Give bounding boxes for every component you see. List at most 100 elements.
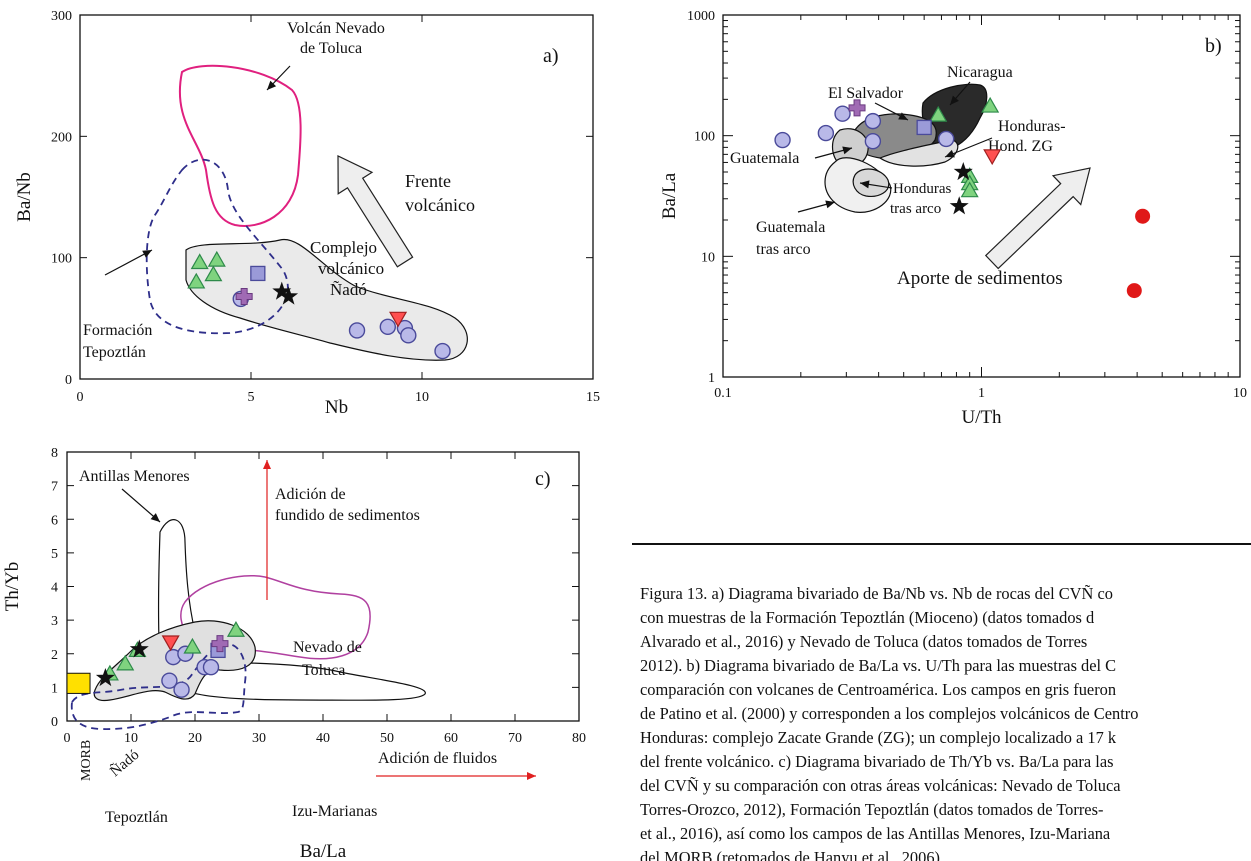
arrow-honduras-tras-head: [860, 180, 870, 189]
data-point-inverted-triangle: [983, 149, 1002, 166]
data-point-triangle: [187, 272, 206, 289]
x-tick-label: 0.1: [714, 386, 732, 401]
data-point-triangle: [960, 181, 979, 198]
annotation-tepoztlan: Formación: [83, 322, 152, 339]
data-point-circle: [202, 658, 220, 676]
data-point-circle: [348, 322, 366, 339]
data-point-star: [272, 281, 292, 300]
data-point-star: [95, 668, 115, 687]
y-tick-label: 200: [51, 130, 72, 145]
annotation-guatemala-tras: tras arco: [756, 241, 811, 258]
y-axis-label: Th/Yb: [2, 562, 23, 612]
x-axis-label: Ba/La: [300, 841, 347, 861]
caption-line: de Patino et al. (2000) y corresponden a…: [640, 704, 1139, 723]
field-morb: [66, 672, 91, 694]
arrow-frente-volcanico: [337, 155, 414, 268]
data-point-triangle: [190, 253, 209, 270]
arrow-aporte-sedimentos: [984, 167, 1091, 270]
x-axis-label: U/Th: [961, 407, 1002, 428]
y-tick-label: 10: [701, 250, 715, 265]
data-point-triangle: [207, 250, 226, 267]
annotation-honduras-tras: tras arco: [890, 201, 941, 217]
annotation-toluca: Nevado de: [293, 639, 362, 656]
caption-line: del MORB (retomados de Hanyu et al., 200…: [640, 848, 945, 861]
data-point-triangle: [929, 105, 948, 122]
y-tick-label: 0: [65, 373, 72, 388]
panel-b: 0.1 1 10 1 10 100 1000 U/Th Ba/La b) Nicaragua El S…: [630, 0, 1251, 430]
annotation-antillas: Antillas Menores: [79, 468, 190, 485]
caption-line: et al., 2016), así como los campos de la…: [640, 824, 1111, 843]
data-point-triangle: [116, 654, 135, 671]
data-point-plus: [848, 99, 866, 117]
annotation-honduras-tras: Honduras: [893, 181, 951, 197]
y-tick-label: 100: [694, 130, 715, 145]
data-point-star: [279, 286, 299, 305]
arrow-honduras-head: [945, 149, 955, 158]
caption-line: Torres-Orozco, 2012), Formación Tepoztlá…: [640, 800, 1104, 819]
data-point-inverted-triangle: [161, 635, 180, 652]
data-point-circle: [937, 130, 955, 148]
annotation-adicion-sed: fundido de sedimentos: [275, 507, 420, 524]
y-tick-label: 6: [51, 513, 58, 528]
data-point-triangle: [183, 637, 202, 654]
x-tick-label: 10: [1233, 386, 1247, 401]
data-point-triangle: [226, 621, 245, 637]
panel-label: b): [1205, 35, 1222, 57]
x-tick-label: 10: [415, 390, 429, 405]
x-tick-label: 1: [978, 386, 985, 401]
annotation-fluidos: Adición de fluidos: [378, 750, 497, 767]
x-tick-label: 0: [77, 390, 84, 405]
data-point-star: [949, 196, 969, 215]
field-complejo-nado: [185, 238, 468, 361]
data-point-circle: [817, 124, 835, 142]
caption-line: Alvarado et al., 2016) y Nevado de Toluc…: [640, 632, 1088, 651]
arrow-guatemala-head: [842, 146, 852, 155]
y-tick-label: 4: [51, 581, 58, 596]
data-point-red-dot: [1126, 283, 1142, 299]
annotation-complejo: Complejo: [310, 238, 377, 257]
x-tick-label: 70: [508, 731, 522, 746]
caption-line: Honduras: complejo Zacate Grande (ZG); u…: [640, 728, 1117, 747]
arrow-adicion-fluidos-head: [527, 772, 536, 780]
x-tick-label: 30: [252, 731, 266, 746]
x-axis-label: Nb: [325, 397, 348, 418]
arrow-guatemala-tras-head: [825, 200, 835, 209]
annotation-tepoztlan: Tepoztlán: [105, 809, 168, 826]
annotation-complejo: volcánico: [318, 259, 384, 278]
caption-line: Figura 13. a) Diagrama bivariado de Ba/N…: [640, 584, 1113, 603]
plot-frame: [79, 14, 594, 380]
data-point-inverted-triangle: [389, 311, 408, 328]
caption-rule: [632, 543, 1251, 545]
data-point-circle: [774, 131, 791, 149]
data-point-plus: [235, 287, 253, 305]
annotation-honduras: Honduras-: [998, 118, 1066, 135]
data-point-plus: [211, 635, 229, 653]
y-axis-label: Ba/Nb: [14, 172, 35, 222]
x-tick-label: 20: [188, 731, 202, 746]
panel-c: 0 10 20 30 40 50 60 70 80 0 1 2 3 4 5 6 7 8 Ba/La Th/Yb c) An…: [0, 432, 620, 861]
annotation-toluca: Toluca: [302, 662, 345, 679]
caption-line: comparación con volcanes de Centroaméric…: [640, 680, 1117, 699]
annotation-frente: volcánico: [405, 195, 475, 215]
data-point-circle: [379, 318, 396, 336]
data-point-circle: [864, 132, 882, 150]
annotation-nado: Ñadó: [107, 747, 142, 780]
y-tick-label: 100: [51, 252, 72, 267]
annotation-nicaragua: Nicaragua: [947, 64, 1013, 81]
caption-line: del CVÑ y su comparación con otras áreas…: [640, 776, 1121, 795]
y-tick-label: 8: [51, 446, 58, 461]
y-tick-label: 1: [708, 371, 715, 386]
arrow-tepoztlan-head: [142, 250, 152, 258]
field-tepoztlan: [70, 643, 247, 730]
annotation-toluca: de Toluca: [300, 40, 362, 57]
caption-line: con muestras de la Formación Tepoztlán (…: [640, 608, 1095, 627]
x-tick-label: 0: [64, 731, 71, 746]
annotation-complejo: Ñadó: [330, 280, 367, 299]
annotation-tepoztlan: Tepoztlán: [83, 344, 146, 361]
field-honduras: [878, 139, 959, 167]
arrow-el-salvador-head: [898, 112, 908, 120]
y-tick-label: 3: [51, 614, 58, 629]
data-point-circle: [834, 105, 851, 122]
field-honduras-tras-arco: [852, 168, 890, 197]
